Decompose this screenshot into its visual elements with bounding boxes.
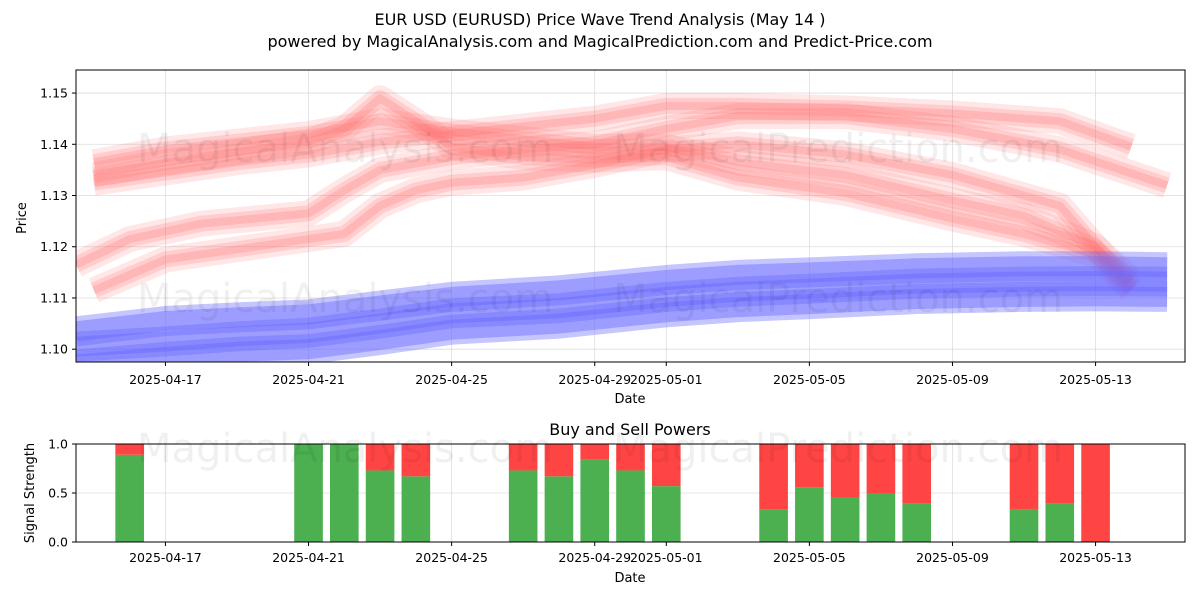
signal-y-tick-label: 0.0 <box>48 535 68 550</box>
price-band-red-1 <box>76 108 1170 272</box>
price-x-tick-label: 2025-04-17 <box>129 372 202 387</box>
signal-y-tick-label: 1.0 <box>48 437 68 452</box>
signal-y-axis-label: Signal Strength <box>23 443 38 543</box>
bar-chart-title: Buy and Sell Powers <box>549 420 711 439</box>
signal-y-tick-label: 0.5 <box>48 486 68 501</box>
price-band-red-4 <box>93 117 1135 283</box>
price-band-blue-6 <box>76 266 1168 362</box>
sell-bar <box>616 444 645 471</box>
buy-bar <box>902 503 932 542</box>
buy-bar <box>508 470 538 542</box>
chart-subtitle: powered by MagicalAnalysis.com and Magic… <box>267 32 932 51</box>
price-y-tick-label: 1.12 <box>40 239 68 254</box>
signal-x-tick-label: 2025-04-29 <box>558 550 631 565</box>
signal-x-tick-label: 2025-04-17 <box>129 550 202 565</box>
signal-x-tick-label: 2025-04-25 <box>415 550 488 565</box>
sell-bar <box>795 444 824 488</box>
sell-bar <box>401 444 431 477</box>
price-x-tick-label: 2025-04-29 <box>558 372 631 387</box>
price-band-red-0 <box>92 140 1135 294</box>
sell-bar <box>1009 444 1039 510</box>
price-band-red-4 <box>91 108 1141 290</box>
buy-bar <box>616 470 645 542</box>
buy-bar <box>1009 509 1039 542</box>
buy-bar <box>329 444 359 542</box>
sell-bar <box>580 444 610 460</box>
sell-bar <box>508 444 538 471</box>
price-band-blue-6 <box>76 271 1168 357</box>
watermark-analysis-top: MagicalAnalysis.com <box>137 126 553 172</box>
price-band-red-2 <box>93 94 1135 294</box>
price-x-tick-label: 2025-05-13 <box>1059 372 1132 387</box>
buy-bar <box>294 444 323 542</box>
watermark-analysis-bottom: MagicalAnalysis.com <box>137 426 553 472</box>
sell-bar <box>1045 444 1075 504</box>
sell-bar <box>544 444 574 477</box>
sell-bar <box>902 444 932 504</box>
sell-bar <box>365 444 395 471</box>
buy-bar <box>651 486 681 542</box>
signal-axes: 2025-04-17 2025-04-21 2025-04-25 2025-04-29… <box>48 437 1132 566</box>
buy-bar <box>401 476 431 542</box>
signal-x-tick-label: 2025-05-09 <box>916 550 989 565</box>
price-band-red-3 <box>93 101 1133 187</box>
price-band-red-3 <box>92 92 1136 196</box>
signal-x-axis-label: Date <box>614 571 645 586</box>
price-y-tick-label: 1.13 <box>40 188 68 203</box>
buy-bar <box>866 493 896 542</box>
price-axes: 2025-04-17 2025-04-21 2025-04-25 2025-04-29… <box>40 86 1132 387</box>
sell-bar <box>1081 444 1110 542</box>
price-y-tick-label: 1.10 <box>40 342 68 357</box>
buy-bar <box>830 497 860 542</box>
buy-bar <box>115 454 144 542</box>
price-y-tick-label: 1.11 <box>40 290 68 305</box>
buy-bar <box>1045 503 1075 542</box>
price-band-red-3 <box>92 97 1134 191</box>
sell-bar <box>759 444 788 510</box>
price-band-red-0 <box>88 131 1142 303</box>
price-x-tick-label: 2025-05-09 <box>916 372 989 387</box>
sell-bar <box>115 444 144 455</box>
signal-x-tick-label: 2025-05-05 <box>773 550 846 565</box>
price-x-tick-label: 2025-04-21 <box>272 372 345 387</box>
price-x-tick-label: 2025-05-05 <box>773 372 846 387</box>
signal-x-tick-label: 2025-05-13 <box>1059 550 1132 565</box>
sell-bar <box>830 444 860 498</box>
price-y-tick-label: 1.14 <box>40 137 68 152</box>
price-band-blue-7 <box>76 281 1168 362</box>
price-band-red-4 <box>92 113 1137 286</box>
price-band-red-2 <box>91 85 1141 300</box>
price-band-blue-5 <box>76 256 1168 342</box>
buy-bar <box>365 470 395 542</box>
signal-x-tick-label: 2025-05-01 <box>630 550 703 565</box>
price-band-red-1 <box>76 103 1172 277</box>
price-x-axis-label: Date <box>614 392 645 407</box>
chart-title: EUR USD (EURUSD) Price Wave Trend Analys… <box>374 10 825 29</box>
price-x-tick-label: 2025-04-25 <box>415 372 488 387</box>
buy-bar <box>544 476 574 542</box>
price-grid <box>76 70 1185 362</box>
price-y-tick-label: 1.15 <box>40 86 68 101</box>
price-band-red-0 <box>90 136 1138 298</box>
price-plot-frame <box>75 69 1186 363</box>
buy-bar <box>580 459 610 542</box>
watermark-prediction-top: MagicalPrediction.com <box>613 126 1063 172</box>
price-band-red-1 <box>76 112 1169 269</box>
buy-bar <box>759 509 788 542</box>
signal-bars <box>115 444 1110 542</box>
price-y-axis-label: Price <box>15 202 30 234</box>
price-x-tick-label: 2025-05-01 <box>630 372 703 387</box>
price-band-red-2 <box>92 90 1137 296</box>
buy-bar <box>795 487 824 542</box>
sell-bar <box>866 444 896 493</box>
price-band-blue-5 <box>76 251 1168 347</box>
signal-x-tick-label: 2025-04-21 <box>272 550 345 565</box>
watermark-analysis-mid: MagicalAnalysis.com <box>137 276 553 322</box>
price-band-blue-7 <box>76 286 1168 362</box>
watermark-prediction-bottom: MagicalPrediction.com <box>613 426 1063 472</box>
price-bands <box>76 85 1172 362</box>
watermark-prediction-mid: MagicalPrediction.com <box>613 276 1063 322</box>
sell-bar <box>651 444 681 487</box>
